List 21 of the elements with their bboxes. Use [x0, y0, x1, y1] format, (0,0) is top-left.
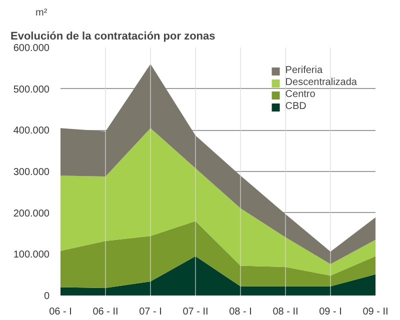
legend-label: Descentralizada [285, 77, 357, 88]
x-tick-label: 08 - I [229, 306, 252, 318]
x-tick-label: 08 - II [272, 306, 298, 318]
legend-label: CBD [285, 101, 306, 112]
legend-label: Periferia [285, 65, 323, 76]
y-tick-label: 300.000 [13, 167, 50, 178]
x-tick-label: 06 - II [92, 306, 118, 318]
x-tick-label: 07 - I [139, 306, 162, 318]
y-axis-title: m² [36, 8, 48, 18]
y-tick-label: 600.000 [13, 43, 50, 54]
chart-title: Evolución de la contratación por zonas [10, 30, 216, 42]
y-tick-label: 200.000 [13, 208, 50, 220]
x-tick-label: 06 - I [49, 306, 72, 318]
x-tick-label: 09 - II [362, 306, 388, 318]
x-tick-label: 09 - I [319, 306, 342, 318]
y-tick-label: 0 [44, 291, 50, 302]
y-tick-label: 100.000 [13, 250, 50, 261]
y-tick-label: 500.000 [13, 84, 50, 96]
y-tick-label: 400.000 [13, 126, 50, 137]
legend-label: Centro [285, 89, 316, 100]
x-tick-label: 07 - II [182, 306, 208, 318]
